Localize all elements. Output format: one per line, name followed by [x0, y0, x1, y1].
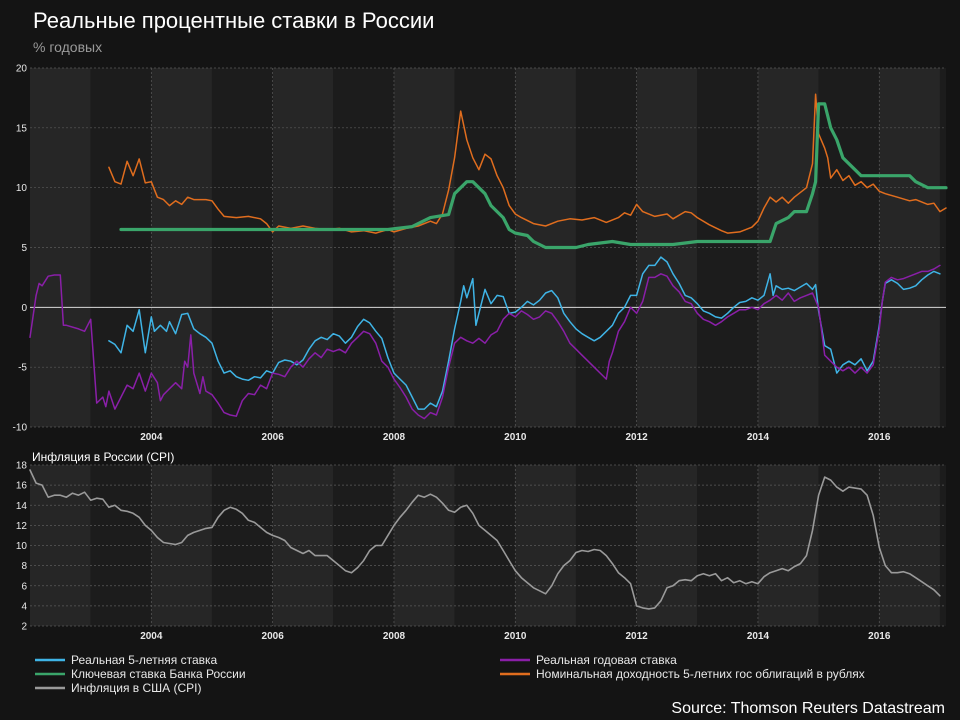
- top-year-band: [393, 68, 455, 427]
- top-x-tick-label: 2012: [625, 432, 648, 443]
- top-y-tick-label: -10: [13, 423, 28, 434]
- bottom-x-tick-label: 2010: [504, 631, 527, 642]
- bottom-y-tick-label: 10: [16, 541, 28, 552]
- chart-subtitle: % годовых: [33, 39, 103, 55]
- top-year-band: [757, 68, 819, 427]
- bottom-x-tick-label: 2012: [625, 631, 648, 642]
- legend-label: Реальная 5-летняя ставка: [71, 653, 218, 667]
- top-year-band: [879, 68, 940, 427]
- top-y-tick-label: 15: [16, 123, 28, 134]
- bottom-y-tick-label: 12: [16, 521, 28, 532]
- top-y-tick-label: -5: [18, 363, 27, 374]
- top-x-tick-label: 2008: [383, 432, 406, 443]
- legend-label: Реальная годовая ставка: [536, 653, 677, 667]
- bottom-panel: 2 4 6 8 10 12 14 16 18 2004 2006 2008 2010 2012 2014 20…: [16, 450, 946, 642]
- top-x-tick-label: 2014: [747, 432, 770, 443]
- series-line-top-1: [119, 102, 948, 250]
- bottom-y-tick-label: 6: [21, 581, 27, 592]
- legend-label: Ключевая ставка Банка России: [71, 667, 246, 681]
- top-year-band: [90, 68, 152, 427]
- bottom-year-band: [879, 465, 940, 626]
- top-year-band: [151, 68, 212, 427]
- bottom-y-tick-label: 18: [16, 461, 28, 472]
- series-line-top-3: [29, 264, 941, 420]
- bottom-y-tick-label: 4: [21, 601, 27, 612]
- bottom-y-tick-label: 8: [21, 561, 27, 572]
- top-x-tick-label: 2016: [868, 432, 891, 443]
- top-y-tick-label: 0: [21, 303, 27, 314]
- bottom-year-band: [454, 465, 516, 626]
- bottom-year-band: [30, 465, 91, 626]
- bottom-year-band: [515, 465, 576, 626]
- bottom-x-tick-label: 2008: [383, 631, 406, 642]
- top-panel: -10 -5 0 5 10 15 20 2004 2006 2008 2010 2012 2014 201…: [13, 64, 948, 443]
- bottom-panel-title: Инфляция в России (CPI): [32, 450, 174, 464]
- top-y-tick-label: 20: [16, 64, 28, 75]
- series-line-top-0: [108, 93, 947, 234]
- bottom-x-tick-label: 2016: [868, 631, 891, 642]
- bottom-y-tick-label: 16: [16, 481, 28, 492]
- bottom-x-tick-label: 2014: [747, 631, 770, 642]
- chart-title: Реальные процентные ставки в России: [33, 8, 435, 33]
- series-line-top-2: [108, 256, 941, 410]
- bottom-x-tick-label: 2004: [140, 631, 163, 642]
- bottom-year-band: [90, 465, 152, 626]
- source-note: Source: Thomson Reuters Datastream: [671, 700, 945, 717]
- top-y-tick-label: 10: [16, 183, 28, 194]
- series-line-bottom-0: [29, 469, 941, 610]
- legend-label: Номинальная доходность 5-летних гос обли…: [536, 667, 865, 681]
- legend-label: Инфляция в США (CPI): [71, 681, 201, 695]
- top-year-band: [30, 68, 91, 427]
- top-y-tick-label: 5: [21, 243, 27, 254]
- bottom-x-tick-label: 2006: [262, 631, 285, 642]
- bottom-y-tick-label: 2: [21, 622, 27, 633]
- top-x-tick-label: 2004: [140, 432, 163, 443]
- top-x-tick-label: 2006: [262, 432, 285, 443]
- bottom-year-band: [151, 465, 212, 626]
- bottom-year-band: [818, 465, 880, 626]
- bottom-y-tick-label: 14: [16, 501, 28, 512]
- bottom-year-band: [393, 465, 455, 626]
- top-x-tick-label: 2010: [504, 432, 527, 443]
